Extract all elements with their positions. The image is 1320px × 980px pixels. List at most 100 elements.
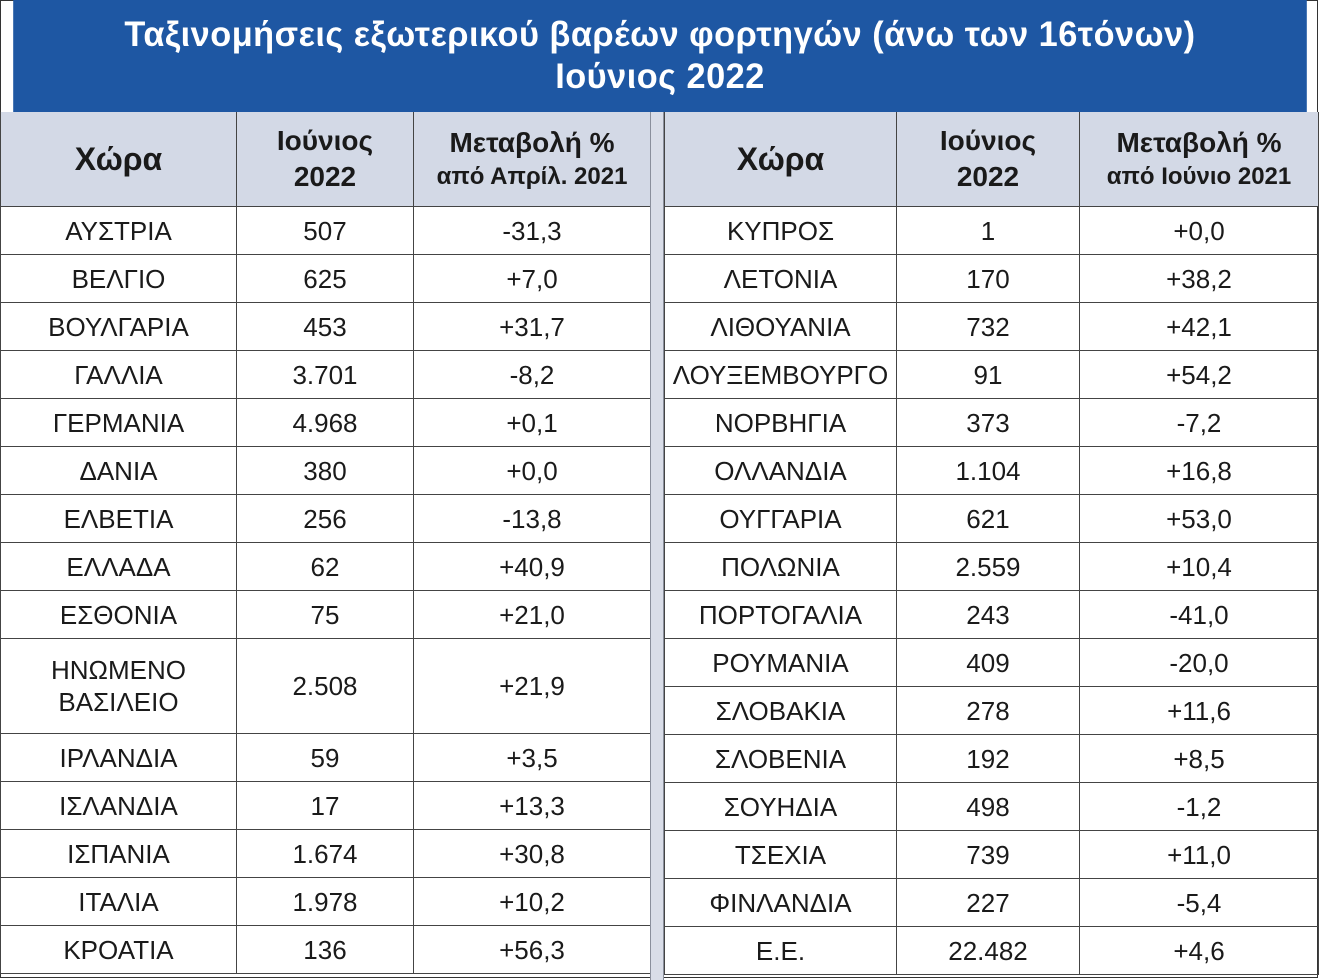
left-header-country: Χώρα xyxy=(0,112,237,207)
country-cell: ΟΛΛΑΝΔΙΑ xyxy=(664,446,897,495)
change-cell: +54,2 xyxy=(1079,350,1319,399)
left-header-row: Χώρα Ιούνιος 2022 Μεταβολή % από Απρίλ. … xyxy=(0,112,651,207)
change-cell: +11,6 xyxy=(1079,686,1319,735)
country-cell: ΠΟΛΩΝΙΑ xyxy=(664,542,897,591)
change-cell: -13,8 xyxy=(413,494,651,543)
table-row: ΤΣΕΧΙΑ 739 +11,0 xyxy=(664,830,1319,879)
value-cell: 1.104 xyxy=(896,446,1080,495)
country-cell: ΕΣΘΟΝΙΑ xyxy=(0,590,237,639)
right-header-month: Ιούνιος 2022 xyxy=(896,112,1080,207)
value-cell: 278 xyxy=(896,686,1080,735)
country-cell: ΗΝΩΜΕΝΟ ΒΑΣΙΛΕΙΟ xyxy=(0,638,237,734)
change-cell: +42,1 xyxy=(1079,302,1319,351)
change-cell: +21,0 xyxy=(413,590,651,639)
change-cell: +0,0 xyxy=(1079,206,1319,255)
change-cell: -1,2 xyxy=(1079,782,1319,831)
country-cell: Ε.Ε. xyxy=(664,926,897,975)
country-cell: ΦΙΝΛΑΝΔΙΑ xyxy=(664,878,897,927)
change-cell: +13,3 xyxy=(413,781,651,830)
table-row: Ε.Ε. 22.482 +4,6 xyxy=(664,926,1319,975)
value-cell: 2.559 xyxy=(896,542,1080,591)
value-cell: 625 xyxy=(236,254,414,303)
country-line-2: ΒΑΣΙΛΕΙΟ xyxy=(58,687,179,717)
table-row: ΒΕΛΓΙΟ 625 +7,0 xyxy=(0,254,651,303)
table-row: ΙΤΑΛΙΑ 1.978 +10,2 xyxy=(0,877,651,926)
country-cell: ΠΟΡΤΟΓΑΛΙΑ xyxy=(664,590,897,639)
value-cell: 17 xyxy=(236,781,414,830)
country-cell: ΣΛΟΒΕΝΙΑ xyxy=(664,734,897,783)
country-cell: ΤΣΕΧΙΑ xyxy=(664,830,897,879)
country-line-1: ΗΝΩΜΕΝΟ xyxy=(51,655,186,685)
table-row: ΚΥΠΡΟΣ 1 +0,0 xyxy=(664,206,1319,255)
table-row: ΛΟΥΞΕΜΒΟΥΡΓΟ 91 +54,2 xyxy=(664,350,1319,399)
right-header-change: Μεταβολή % από Ιούνιο 2021 xyxy=(1079,112,1319,207)
change-cell: +16,8 xyxy=(1079,446,1319,495)
right-header-country: Χώρα xyxy=(664,112,897,207)
change-cell: -7,2 xyxy=(1079,398,1319,447)
change-cell: +38,2 xyxy=(1079,254,1319,303)
table-row: ΕΛΛΑΔΑ 62 +40,9 xyxy=(0,542,651,591)
table-row: ΙΣΛΑΝΔΙΑ 17 +13,3 xyxy=(0,781,651,830)
right-table: Χώρα Ιούνιος 2022 Μεταβολή % από Ιούνιο … xyxy=(664,112,1319,975)
country-cell: ΙΤΑΛΙΑ xyxy=(0,877,237,926)
value-cell: 243 xyxy=(896,590,1080,639)
change-cell: +11,0 xyxy=(1079,830,1319,879)
value-cell: 170 xyxy=(896,254,1080,303)
title-line-1: Ταξινομήσεις εξωτερικού βαρέων φορτηγών … xyxy=(124,15,1196,54)
table-row: ΛΙΘΟΥΑΝΙΑ 732 +42,1 xyxy=(664,302,1319,351)
country-cell: ΟΥΓΓΑΡΙΑ xyxy=(664,494,897,543)
value-cell: 227 xyxy=(896,878,1080,927)
country-cell: ΣΛΟΒΑΚΙΑ xyxy=(664,686,897,735)
value-cell: 192 xyxy=(896,734,1080,783)
country-cell: ΑΥΣΤΡΙΑ xyxy=(0,206,237,255)
table-row: ΗΝΩΜΕΝΟ ΒΑΣΙΛΕΙΟ 2.508 +21,9 xyxy=(0,638,651,734)
value-cell: 380 xyxy=(236,446,414,495)
change-cell: +21,9 xyxy=(413,638,651,734)
value-cell: 59 xyxy=(236,733,414,782)
country-cell: ΕΛΛΑΔΑ xyxy=(0,542,237,591)
value-cell: 2.508 xyxy=(236,638,414,734)
country-cell: ΡΟΥΜΑΝΙΑ xyxy=(664,638,897,687)
value-cell: 498 xyxy=(896,782,1080,831)
table-row: ΙΣΠΑΝΙΑ 1.674 +30,8 xyxy=(0,829,651,878)
change-cell: +30,8 xyxy=(413,829,651,878)
table-row: ΕΣΘΟΝΙΑ 75 +21,0 xyxy=(0,590,651,639)
country-cell: ΙΣΛΑΝΔΙΑ xyxy=(0,781,237,830)
country-cell: ΛΕΤΟΝΙΑ xyxy=(664,254,897,303)
country-cell: ΔΑΝΙΑ xyxy=(0,446,237,495)
change-cell: +3,5 xyxy=(413,733,651,782)
table-row: ΒΟΥΛΓΑΡΙΑ 453 +31,7 xyxy=(0,302,651,351)
value-cell: 507 xyxy=(236,206,414,255)
country-cell: ΓΑΛΛΙΑ xyxy=(0,350,237,399)
value-cell: 75 xyxy=(236,590,414,639)
value-cell: 91 xyxy=(896,350,1080,399)
value-cell: 22.482 xyxy=(896,926,1080,975)
country-cell: ΚΡΟΑΤΙΑ xyxy=(0,925,237,974)
table-row: ΣΟΥΗΔΙΑ 498 -1,2 xyxy=(664,782,1319,831)
change-cell: +8,5 xyxy=(1079,734,1319,783)
table-row: ΦΙΝΛΑΝΔΙΑ 227 -5,4 xyxy=(664,878,1319,927)
left-table: Χώρα Ιούνιος 2022 Μεταβολή % από Απρίλ. … xyxy=(0,112,651,974)
value-cell: 373 xyxy=(896,398,1080,447)
country-cell: ΕΛΒΕΤΙΑ xyxy=(0,494,237,543)
value-cell: 256 xyxy=(236,494,414,543)
table-row: ΚΡΟΑΤΙΑ 136 +56,3 xyxy=(0,925,651,974)
country-cell: ΓΕΡΜΑΝΙΑ xyxy=(0,398,237,447)
value-cell: 1.674 xyxy=(236,829,414,878)
table-row: ΠΟΡΤΟΓΑΛΙΑ 243 -41,0 xyxy=(664,590,1319,639)
value-cell: 4.968 xyxy=(236,398,414,447)
value-cell: 1.978 xyxy=(236,877,414,926)
table-row: ΟΛΛΑΝΔΙΑ 1.104 +16,8 xyxy=(664,446,1319,495)
table-row: ΟΥΓΓΑΡΙΑ 621 +53,0 xyxy=(664,494,1319,543)
table-row: ΑΥΣΤΡΙΑ 507 -31,3 xyxy=(0,206,651,255)
table-row: ΝΟΡΒΗΓΙΑ 373 -7,2 xyxy=(664,398,1319,447)
table-row: ΠΟΛΩΝΙΑ 2.559 +10,4 xyxy=(664,542,1319,591)
change-cell: -31,3 xyxy=(413,206,651,255)
left-header-month: Ιούνιος 2022 xyxy=(236,112,414,207)
country-cell: ΚΥΠΡΟΣ xyxy=(664,206,897,255)
table-row: ΓΕΡΜΑΝΙΑ 4.968 +0,1 xyxy=(0,398,651,447)
title-line-2: Ιούνιος 2022 xyxy=(555,57,765,96)
change-cell: +0,0 xyxy=(413,446,651,495)
country-cell: ΛΙΘΟΥΑΝΙΑ xyxy=(664,302,897,351)
value-cell: 136 xyxy=(236,925,414,974)
